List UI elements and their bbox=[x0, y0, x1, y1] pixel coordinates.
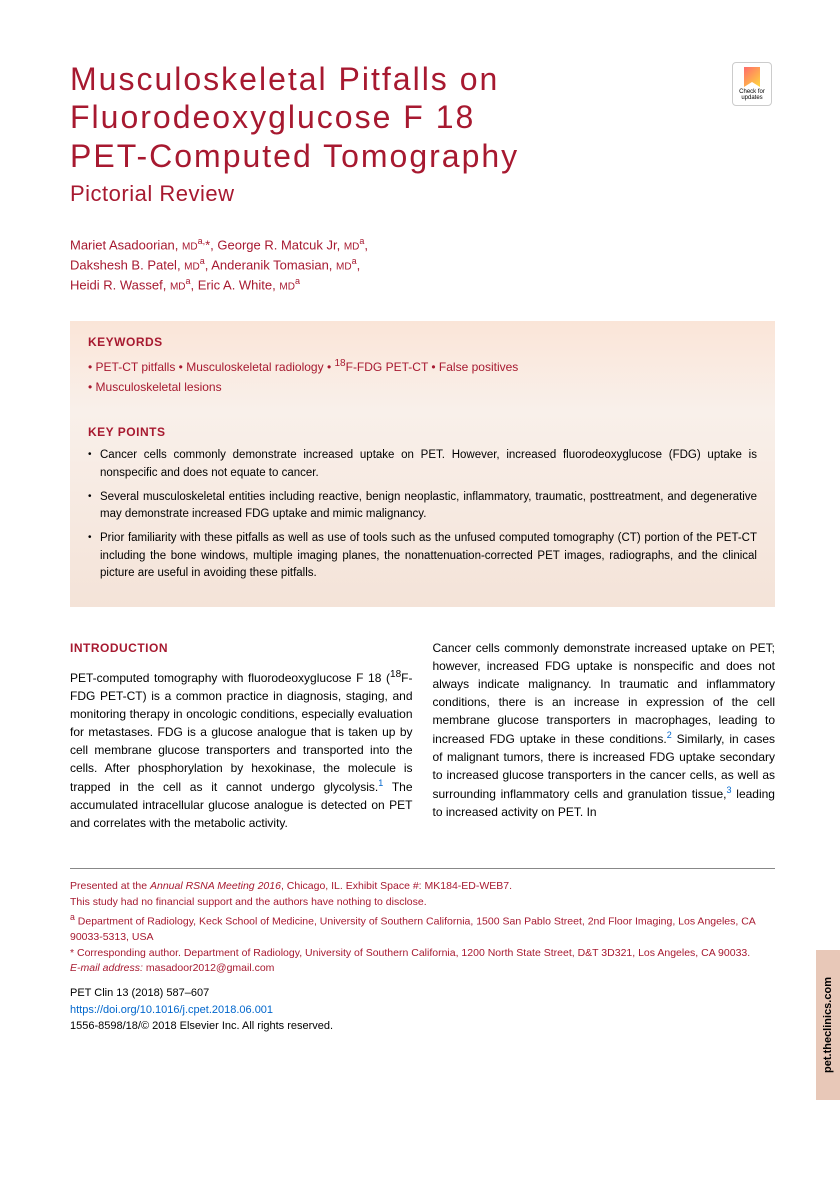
bookmark-icon bbox=[744, 67, 760, 87]
intro-heading: INTRODUCTION bbox=[70, 639, 413, 657]
keywords-box: KEYWORDS • PET-CT pitfalls • Musculoskel… bbox=[70, 321, 775, 412]
intro-section: INTRODUCTION PET-computed tomography wit… bbox=[70, 639, 775, 832]
check-updates-label: Check for updates bbox=[733, 89, 771, 101]
keywords-heading: KEYWORDS bbox=[88, 335, 757, 349]
intro-column-right: Cancer cells commonly demonstrate increa… bbox=[433, 639, 776, 832]
article-title: Musculoskeletal Pitfalls on Fluorodeoxyg… bbox=[70, 60, 775, 175]
check-updates-badge[interactable]: Check for updates bbox=[732, 62, 772, 106]
doi-link[interactable]: https://doi.org/10.1016/j.cpet.2018.06.0… bbox=[70, 1002, 775, 1019]
keypoints-box: KEY POINTS Cancer cells commonly demonst… bbox=[70, 411, 775, 607]
keypoint-item: Several musculoskeletal entities includi… bbox=[88, 489, 757, 524]
footer-presented: Presented at the Annual RSNA Meeting 201… bbox=[70, 879, 775, 895]
article-subtitle: Pictorial Review bbox=[70, 181, 775, 207]
keypoints-list: Cancer cells commonly demonstrate increa… bbox=[88, 447, 757, 582]
footer-disclosure: This study had no financial support and … bbox=[70, 895, 775, 911]
journal-side-tab[interactable]: pet.theclinics.com bbox=[816, 950, 840, 1100]
footer-corresponding: * Corresponding author. Department of Ra… bbox=[70, 946, 775, 962]
keypoint-item: Cancer cells commonly demonstrate increa… bbox=[88, 447, 757, 482]
keypoints-heading: KEY POINTS bbox=[88, 425, 757, 439]
footer-affiliation: a Department of Radiology, Keck School o… bbox=[70, 911, 775, 946]
intro-column-left: INTRODUCTION PET-computed tomography wit… bbox=[70, 639, 413, 832]
copyright-line: 1556-8598/18/© 2018 Elsevier Inc. All ri… bbox=[70, 1018, 775, 1035]
footer-email: E-mail address: masadoor2012@gmail.com bbox=[70, 961, 775, 977]
intro-paragraph: PET-computed tomography with fluorodeoxy… bbox=[70, 667, 413, 832]
keypoint-item: Prior familiarity with these pitfalls as… bbox=[88, 530, 757, 582]
intro-paragraph: Cancer cells commonly demonstrate increa… bbox=[433, 639, 776, 821]
footer-journal-block: PET Clin 13 (2018) 587–607 https://doi.o… bbox=[70, 985, 775, 1035]
authors-block: Mariet Asadoorian, MDa,*, George R. Matc… bbox=[70, 235, 775, 294]
keywords-list: • PET-CT pitfalls • Musculoskeletal radi… bbox=[88, 355, 757, 398]
side-tab-text: pet.theclinics.com bbox=[822, 977, 834, 1073]
footer-block: Presented at the Annual RSNA Meeting 201… bbox=[70, 868, 775, 1035]
journal-citation: PET Clin 13 (2018) 587–607 bbox=[70, 985, 775, 1002]
